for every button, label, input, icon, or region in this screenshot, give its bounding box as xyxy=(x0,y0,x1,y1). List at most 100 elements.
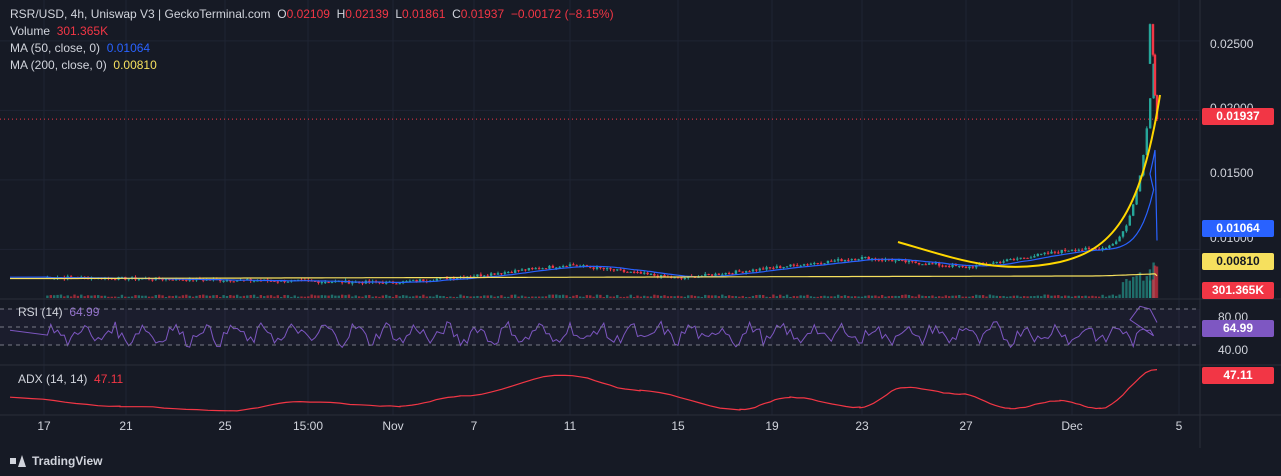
volume-bar xyxy=(235,294,239,298)
volume-bar xyxy=(361,296,364,298)
volume-bar xyxy=(704,294,707,298)
symbol-title[interactable]: RSR/USD, 4h, Uniswap V3 | GeckoTerminal.… xyxy=(10,7,271,21)
ma50-badge: 0.01064 xyxy=(1202,220,1274,237)
volume-bar xyxy=(595,294,599,298)
volume-bar xyxy=(1138,272,1142,298)
candle-body xyxy=(796,265,799,267)
candle-body xyxy=(171,279,174,281)
candle-body xyxy=(911,260,914,262)
close-label: C xyxy=(452,7,461,21)
candle-body xyxy=(602,268,605,270)
candle-body xyxy=(1115,241,1118,245)
candle-body xyxy=(995,261,998,263)
volume-bar xyxy=(738,296,741,298)
adx-legend[interactable]: ADX (14, 14) 47.11 xyxy=(18,372,123,386)
volume-bar xyxy=(663,295,666,298)
candle-body xyxy=(964,266,968,269)
volume-bar xyxy=(582,296,585,298)
volume-bar xyxy=(276,295,279,298)
volume-bar xyxy=(639,296,643,298)
candle-body xyxy=(958,265,961,267)
volume-bar xyxy=(632,296,636,298)
rsi-legend[interactable]: RSI (14) 64.99 xyxy=(18,305,99,319)
candle-body xyxy=(418,279,422,282)
candle-body xyxy=(1043,252,1046,254)
volume-bar xyxy=(161,295,164,298)
volume-bar xyxy=(381,295,385,298)
ma50-line xyxy=(9,149,1158,283)
volume-bar xyxy=(385,294,388,298)
candle-body xyxy=(680,277,683,279)
volume-bar xyxy=(724,296,727,298)
candle-body xyxy=(202,279,205,281)
volume-bar xyxy=(222,295,225,298)
candle-body xyxy=(548,265,551,269)
volume-bar xyxy=(130,296,134,298)
candle-body xyxy=(565,266,568,268)
ma200-legend[interactable]: MA (200, close, 0) 0.00810 xyxy=(10,57,614,74)
candle-body xyxy=(731,273,734,275)
candle-body xyxy=(218,279,222,282)
candle-body xyxy=(937,263,941,266)
candle-body xyxy=(1063,249,1067,251)
volume-bar xyxy=(283,295,286,298)
volume-bar xyxy=(452,296,455,298)
volume-bar xyxy=(1128,280,1131,298)
volume-bar xyxy=(884,296,887,298)
volume-bar xyxy=(103,295,107,298)
volume-bar xyxy=(144,295,147,298)
volume-bar xyxy=(864,295,867,298)
volume-bar xyxy=(636,295,639,298)
volume-bar xyxy=(1012,295,1016,298)
candle-body xyxy=(806,264,809,266)
volume-bar xyxy=(1087,296,1091,298)
volume-bar xyxy=(496,296,500,298)
candle-body xyxy=(1104,248,1108,250)
candle-body xyxy=(120,276,124,278)
volume-bar xyxy=(985,296,988,298)
candle-body xyxy=(1108,245,1111,249)
volume-bar xyxy=(592,296,595,298)
volume-bar xyxy=(1005,296,1009,298)
volume-bar xyxy=(537,296,541,298)
indicator-lines xyxy=(0,94,1200,412)
volume-bar xyxy=(154,295,158,298)
volume-bar xyxy=(880,294,884,298)
candle-body xyxy=(676,277,680,279)
volume-bar xyxy=(493,296,496,298)
volume-bar xyxy=(300,296,303,298)
candle-body xyxy=(561,266,565,268)
volume-bar xyxy=(954,295,958,298)
candle-body xyxy=(544,268,548,270)
candle-body xyxy=(252,280,256,282)
volume-bar xyxy=(1019,296,1022,298)
candle-body xyxy=(653,274,656,276)
candle-body xyxy=(503,272,507,274)
candle-body xyxy=(755,269,758,271)
close-value: 0.01937 xyxy=(460,7,505,21)
volume-bar xyxy=(147,296,151,298)
volume-bar xyxy=(894,295,897,298)
x-tick-21: 21 xyxy=(119,419,133,433)
volume-bar xyxy=(710,295,714,298)
candle-body xyxy=(137,278,141,280)
candle-body xyxy=(151,279,154,281)
volume-bar xyxy=(293,295,296,298)
candle-body xyxy=(1053,251,1057,253)
volume-bar xyxy=(472,296,476,298)
candle-body xyxy=(127,278,130,280)
candle-body xyxy=(853,259,857,261)
volume-bar xyxy=(755,295,758,298)
volume-legend[interactable]: Volume 301.365K xyxy=(10,23,614,40)
volume-bar xyxy=(388,295,391,298)
volume-bar xyxy=(806,294,809,298)
volume-bar xyxy=(1074,295,1077,298)
volume-bar xyxy=(1132,276,1135,298)
candle-body xyxy=(246,278,249,280)
tradingview-logo[interactable]: TradingView xyxy=(10,454,102,468)
candle-body xyxy=(1125,225,1128,232)
low-value: 0.01861 xyxy=(402,7,446,21)
candle-body xyxy=(507,272,510,274)
ma50-legend[interactable]: MA (50, close, 0) 0.01064 xyxy=(10,40,614,57)
